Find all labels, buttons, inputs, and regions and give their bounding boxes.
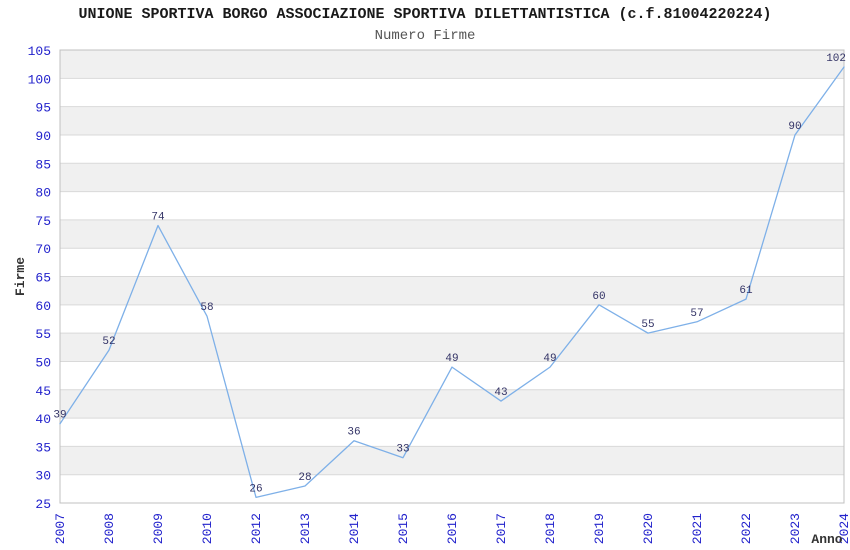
data-point-label: 36 xyxy=(347,427,360,439)
data-series-line xyxy=(59,66,845,498)
grid-band xyxy=(60,106,844,135)
data-point-label: 102 xyxy=(826,53,846,65)
grid-band xyxy=(60,163,844,192)
grid-band xyxy=(60,446,844,475)
y-tick-label: 105 xyxy=(28,44,51,59)
data-point-label: 49 xyxy=(543,353,556,365)
grid-band xyxy=(60,389,844,419)
data-point-label: 90 xyxy=(788,121,801,133)
y-tick-label: 40 xyxy=(35,412,51,427)
data-point-label: 55 xyxy=(641,319,654,331)
y-tick-label: 50 xyxy=(35,355,51,370)
data-point-label: 57 xyxy=(690,308,703,320)
chart-title: UNIONE SPORTIVA BORGO ASSOCIAZIONE SPORT… xyxy=(78,6,772,23)
y-tick-label: 100 xyxy=(28,72,51,87)
x-tick-label: 2017 xyxy=(494,513,509,544)
x-axis-title: Anno xyxy=(811,532,842,547)
x-tick-label: 2014 xyxy=(347,513,362,544)
y-tick-label: 75 xyxy=(35,214,51,229)
x-tick-label: 2020 xyxy=(641,513,656,544)
x-tick-label: 2009 xyxy=(151,513,166,544)
data-point-label: 49 xyxy=(445,353,458,365)
x-tick-label: 2022 xyxy=(739,513,754,544)
x-tick-label: 2018 xyxy=(543,513,558,544)
y-tick-label: 35 xyxy=(35,440,51,455)
x-tick-label: 2008 xyxy=(102,513,117,544)
x-tick-label: 2010 xyxy=(200,513,215,544)
grid-band xyxy=(60,50,844,79)
y-tick-label: 80 xyxy=(35,186,51,201)
data-point-label: 61 xyxy=(739,285,753,297)
x-tick-label: 2013 xyxy=(298,513,313,544)
grid-band xyxy=(60,333,844,362)
x-tick-label: 2016 xyxy=(445,513,460,544)
data-point-label: 26 xyxy=(249,483,262,495)
y-tick-label: 70 xyxy=(35,242,51,257)
y-tick-label: 55 xyxy=(35,327,51,342)
data-point-label: 60 xyxy=(592,291,605,303)
x-tick-label: 2019 xyxy=(592,513,607,544)
x-tick-label: 2007 xyxy=(53,513,68,544)
data-point-label: 74 xyxy=(151,212,165,224)
grid-band xyxy=(60,276,844,305)
data-point-label: 43 xyxy=(494,387,507,399)
y-tick-label: 85 xyxy=(35,157,51,172)
x-tick-label: 2012 xyxy=(249,513,264,544)
y-tick-label: 90 xyxy=(35,129,51,144)
data-point-label: 39 xyxy=(53,410,66,422)
plot-border xyxy=(59,49,845,504)
y-tick-label: 95 xyxy=(35,101,51,116)
x-tick-label: 2021 xyxy=(690,513,705,544)
data-point-label: 52 xyxy=(102,336,115,348)
x-tick-label: 2023 xyxy=(788,513,803,544)
y-tick-label: 45 xyxy=(35,384,51,399)
y-tick-label: 60 xyxy=(35,299,51,314)
chart-subtitle: Numero Firme xyxy=(374,28,476,44)
y-axis-title: Firme xyxy=(13,257,28,296)
y-tick-label: 65 xyxy=(35,271,51,286)
data-point-label: 33 xyxy=(396,444,409,456)
data-point-label: 58 xyxy=(200,302,213,314)
y-tick-label: 30 xyxy=(35,469,51,484)
y-tick-label: 25 xyxy=(35,497,51,512)
x-tick-label: 2015 xyxy=(396,513,411,544)
grid-band xyxy=(60,219,844,249)
data-point-label: 28 xyxy=(298,472,311,484)
x-tick-label: 2024 xyxy=(837,513,850,544)
